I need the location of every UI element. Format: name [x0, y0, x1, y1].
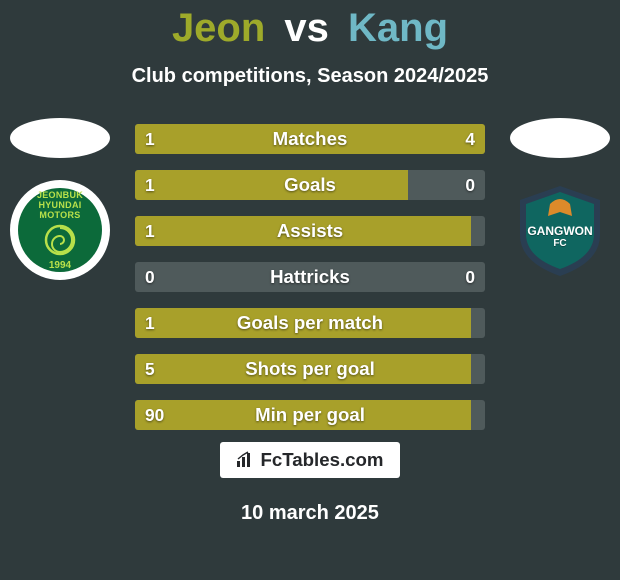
date-text: 10 march 2025	[0, 502, 620, 525]
crest-right-subtext: FC	[510, 238, 610, 249]
stat-row: 1Goals per match	[135, 308, 485, 338]
crest-right-text: GANGWON	[510, 224, 610, 238]
branding-text: FcTables.com	[260, 449, 383, 471]
subtitle: Club competitions, Season 2024/2025	[0, 65, 620, 88]
stat-row: 1Assists	[135, 216, 485, 246]
crest-left-mid-text: HYUNDAI MOTORS	[18, 200, 102, 220]
crest-right-text-wrap: GANGWON FC	[510, 224, 610, 249]
player-right: GANGWON FC	[510, 118, 610, 280]
stat-label: Hattricks	[135, 262, 485, 292]
stat-row: 14Matches	[135, 124, 485, 154]
player-left-portrait	[10, 118, 110, 158]
crest-left-inner: JEONBUK HYUNDAI MOTORS 1994	[18, 188, 102, 272]
player-right-crest: GANGWON FC	[510, 180, 610, 280]
branding-badge: FcTables.com	[220, 442, 400, 478]
stat-label: Matches	[135, 124, 485, 154]
crest-left-top-text: JEONBUK	[37, 190, 83, 200]
stat-label: Assists	[135, 216, 485, 246]
title: Jeon vs Kang	[0, 0, 620, 51]
crest-left-year: 1994	[49, 260, 71, 271]
stat-row: 10Goals	[135, 170, 485, 200]
player-left: JEONBUK HYUNDAI MOTORS 1994	[10, 118, 110, 280]
stat-bars: 14Matches 10Goals 1Assists 00Hattricks 1Goal…	[135, 124, 485, 430]
stat-row: 5Shots per goal	[135, 354, 485, 384]
stat-label: Shots per goal	[135, 354, 485, 384]
player-left-crest: JEONBUK HYUNDAI MOTORS 1994	[10, 180, 110, 280]
stat-label: Goals per match	[135, 308, 485, 338]
stat-label: Goals	[135, 170, 485, 200]
title-player2: Kang	[348, 6, 448, 50]
bar-chart-icon	[236, 451, 254, 469]
stat-label: Min per goal	[135, 400, 485, 430]
stat-row: 90Min per goal	[135, 400, 485, 430]
title-player1: Jeon	[172, 6, 265, 50]
stat-row: 00Hattricks	[135, 262, 485, 292]
player-right-portrait	[510, 118, 610, 158]
crest-left-swirl-icon	[42, 222, 78, 258]
comparison-card: Jeon vs Kang Club competitions, Season 2…	[0, 0, 620, 580]
title-vs: vs	[284, 6, 329, 50]
